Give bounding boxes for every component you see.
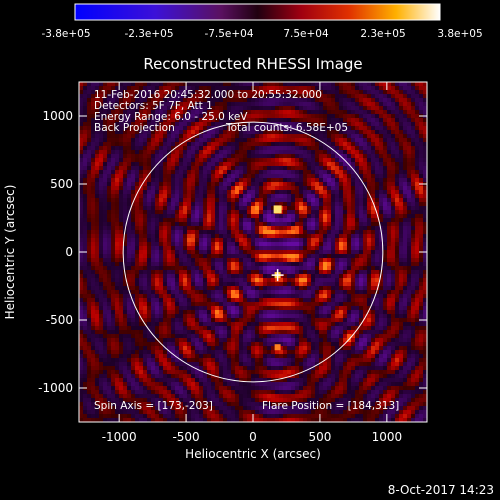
colorbar-tick-label: 3.8e+05 <box>437 28 482 40</box>
y-tick-label: -1000 <box>38 381 73 395</box>
colorbar-tick-label: -7.5e+04 <box>204 28 253 40</box>
method-text: Back Projection <box>94 122 175 134</box>
solar-limb-circle <box>122 121 384 383</box>
bright-source <box>273 205 282 214</box>
colorbar-tick-label: 2.3e+05 <box>360 28 405 40</box>
x-tick-label: -500 <box>172 430 199 444</box>
info-block: 11-Feb-2016 20:45:32.000 to 20:55:32.000… <box>94 89 348 134</box>
x-tick-label: 500 <box>308 430 331 444</box>
chart-title: Reconstructed RHESSI Image <box>143 55 362 73</box>
y-axis-label: Heliocentric Y (arcsec) <box>3 185 17 320</box>
flare-position-marker <box>271 269 284 282</box>
colorbar-ticks: -3.8e+05 -2.3e+05 -7.5e+04 7.5e+04 2.3e+05 3.… <box>41 28 482 40</box>
x-tick-label: -1000 <box>102 430 137 444</box>
y-tick-label: -500 <box>46 313 73 327</box>
y-tick-label: 1000 <box>42 109 73 123</box>
colorbar-scale <box>74 3 441 21</box>
energy-range-text: Energy Range: 6.0 - 25.0 keV <box>94 111 248 123</box>
generation-date: 8-Oct-2017 14:23 <box>388 483 494 497</box>
bright-source <box>274 344 281 351</box>
colorbar: -3.8e+05 -2.3e+05 -7.5e+04 7.5e+04 2.3e+05 3.… <box>41 3 483 40</box>
spin-axis-text: Spin Axis = [173,-203] <box>94 400 213 412</box>
time-range-text: 11-Feb-2016 20:45:32.000 to 20:55:32.000 <box>94 89 322 101</box>
colorbar-tick-label: -2.3e+05 <box>124 28 173 40</box>
colorbar-tick-label: 7.5e+04 <box>283 28 329 40</box>
colorbar-tick-label: -3.8e+05 <box>41 28 90 40</box>
back-projection-image <box>79 82 427 422</box>
detectors-text: Detectors: 5F 7F, Att 1 <box>94 100 213 112</box>
y-tick-label: 0 <box>65 245 73 259</box>
axis-ticks: -1000 -500 0 500 1000 -1000 -500 0 500 1000 <box>38 82 427 444</box>
x-axis-label: Heliocentric X (arcsec) <box>185 447 321 461</box>
total-counts-text: Total counts: 6.58E+05 <box>225 122 348 134</box>
y-tick-label: 500 <box>50 177 73 191</box>
flare-position-text: Flare Position = [184,313] <box>262 400 399 412</box>
x-tick-label: 1000 <box>372 430 403 444</box>
plot-area: -1000 -500 0 500 1000 -1000 -500 0 500 1000 <box>38 81 428 444</box>
x-tick-label: 0 <box>249 430 257 444</box>
